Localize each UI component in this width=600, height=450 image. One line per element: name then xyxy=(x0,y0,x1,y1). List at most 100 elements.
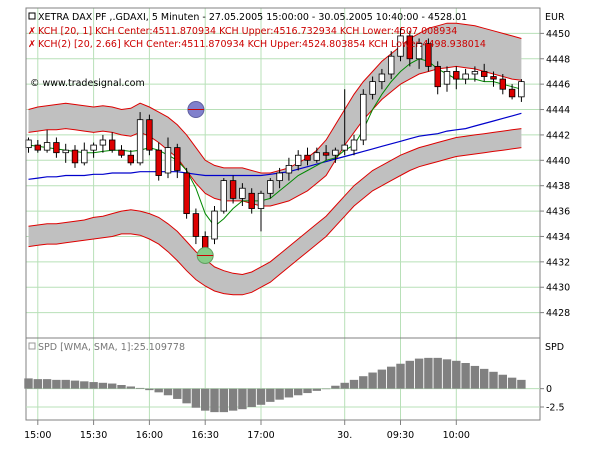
x-tick-label: 17:00 xyxy=(247,430,274,441)
series-line-center xyxy=(28,112,522,180)
candle-body xyxy=(276,172,283,182)
spd-y-axis: 0 -2.5 xyxy=(540,384,565,414)
candle-body xyxy=(248,192,255,209)
candle-body xyxy=(164,147,172,174)
candle-body xyxy=(453,71,460,80)
chart-title: XETRA DAX PF ,.GDAXI, 5 Minuten - 27.05.… xyxy=(38,12,467,23)
candle-body xyxy=(313,152,320,161)
spd-bar xyxy=(442,359,452,389)
candle-body xyxy=(71,149,79,164)
kch1-cross-icon[interactable]: ✗ xyxy=(28,26,36,37)
spd-bar xyxy=(117,385,126,389)
y-tick-label: 4430 xyxy=(546,283,570,294)
spd-bar xyxy=(52,379,61,389)
spd-bar xyxy=(191,388,201,408)
candle-body xyxy=(99,139,107,146)
spd-bar xyxy=(433,357,442,389)
y-tick-label: 4436 xyxy=(546,207,570,218)
spd-bar xyxy=(452,360,461,389)
candle-body xyxy=(415,43,423,60)
spd-bar xyxy=(331,385,340,389)
spd-bar xyxy=(480,368,489,389)
spd-bar xyxy=(368,372,377,389)
lower-band-fill xyxy=(28,128,522,295)
candle-body xyxy=(34,144,41,151)
spd-bar xyxy=(135,387,145,389)
spd-bar xyxy=(247,388,256,407)
y-tick-label: 4440 xyxy=(546,156,570,167)
series-line-kch2_lower xyxy=(28,147,522,296)
spd-bar xyxy=(275,388,284,400)
spd-bar xyxy=(24,378,33,389)
spd-bar xyxy=(349,379,359,389)
spd-bar xyxy=(89,382,98,389)
candle-body xyxy=(25,139,32,149)
spd-bar xyxy=(396,363,405,389)
kch2-cross-icon[interactable]: ✗ xyxy=(28,39,36,50)
y-tick-label: 4428 xyxy=(546,308,570,319)
spd-bar xyxy=(517,379,526,389)
x-tick-label: 15:00 xyxy=(24,430,51,441)
checkbox-icon[interactable] xyxy=(28,12,36,20)
spd-bar xyxy=(256,388,266,405)
y-tick-label: 4448 xyxy=(546,54,570,65)
spd-y-tick-label: 0 xyxy=(546,384,552,395)
series-line-kch2_upper xyxy=(28,22,522,174)
candle-body xyxy=(406,35,413,60)
spd-bar xyxy=(80,381,89,389)
spd-bar xyxy=(284,388,294,398)
spd-bar xyxy=(154,388,163,393)
x-tick-label: 16:30 xyxy=(192,430,219,441)
candle-body xyxy=(434,65,441,88)
spd-bar xyxy=(173,388,182,399)
kch2-legend: KCH(2) [20, 2.66] KCH Center:4511.870934… xyxy=(38,39,486,50)
candle-body xyxy=(257,192,265,209)
spd-bar xyxy=(359,376,368,389)
markers xyxy=(187,101,214,264)
spd-bar xyxy=(405,360,414,389)
spd-bar xyxy=(42,379,52,389)
candle-body xyxy=(294,154,302,166)
candle-body xyxy=(471,71,479,75)
y-tick-label: 4450 xyxy=(546,29,570,40)
spd-bar xyxy=(387,366,396,389)
spd-bar xyxy=(210,388,219,413)
x-tick-label: 16:00 xyxy=(136,430,163,441)
spd-bar xyxy=(489,371,498,389)
candle-body xyxy=(350,139,358,151)
candles xyxy=(25,28,525,260)
spd-header: SPD [WMA, SMA, 1]:25.109778 xyxy=(28,342,185,353)
spd-bar xyxy=(126,386,135,389)
currency-label: EUR xyxy=(545,12,565,23)
spd-checkbox-icon[interactable] xyxy=(28,342,36,350)
y-tick-label: 4444 xyxy=(546,105,570,116)
bands xyxy=(28,23,522,295)
candle-body xyxy=(136,119,144,164)
candle-body xyxy=(229,180,237,199)
spd-bar xyxy=(201,388,210,411)
spd-bar xyxy=(424,357,433,389)
spd-bar xyxy=(145,388,154,391)
candle-body xyxy=(62,149,69,154)
kch1-legend: KCH [20, 1] KCH Center:4511.870934 KCH U… xyxy=(38,26,457,37)
x-axis: 15:00 15:30 16:00 16:30 17:00 30. 09:30 10:00 xyxy=(24,420,470,441)
candle-body xyxy=(285,164,293,174)
candle-body xyxy=(211,210,218,240)
candle-body xyxy=(360,93,367,141)
y-tick-label: 4432 xyxy=(546,257,570,268)
candle-body xyxy=(387,55,395,75)
candle-body xyxy=(425,43,432,67)
candle-body xyxy=(378,73,386,83)
spd-bar xyxy=(266,388,275,402)
candle-body xyxy=(490,76,497,80)
spd-bar xyxy=(340,382,349,389)
spd-bar xyxy=(377,369,387,389)
x-tick-label: 10:00 xyxy=(443,430,470,441)
candle-body xyxy=(518,81,525,98)
candle-body xyxy=(304,154,311,161)
candle-body xyxy=(174,147,181,171)
candle-body xyxy=(81,149,88,164)
spd-bar xyxy=(238,388,247,410)
y-tick-label: 4442 xyxy=(546,130,570,141)
